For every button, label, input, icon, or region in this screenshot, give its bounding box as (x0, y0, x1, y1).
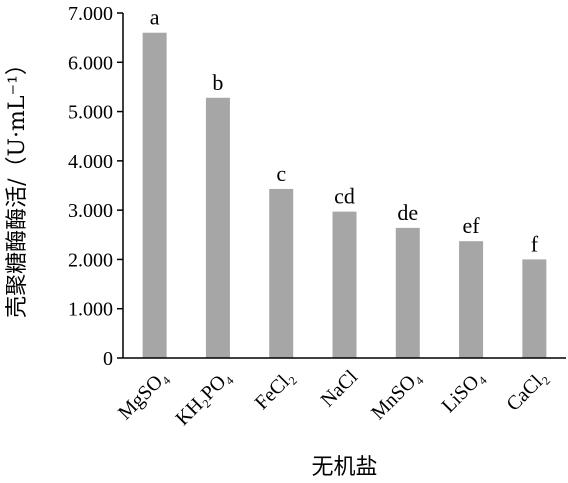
significance-label: f (531, 231, 539, 256)
bar (395, 227, 420, 358)
category-label: NaCl (317, 366, 363, 412)
significance-label: c (276, 161, 286, 186)
bar (205, 97, 230, 359)
y-tick-label: 7.000 (68, 3, 113, 25)
significance-label: ef (463, 213, 481, 238)
y-tick-label: 2.000 (68, 249, 113, 271)
y-axis-title: 壳聚糖酶酶活/（U·mL⁻¹） (5, 53, 30, 318)
y-tick-label: 4.000 (68, 151, 113, 173)
significance-labels: a b c cd de ef f (150, 5, 539, 257)
y-tick-label: 3.000 (68, 200, 113, 222)
y-tick-label: 1.000 (68, 299, 113, 321)
category-label: MgSO₄ (114, 366, 172, 424)
category-label: FeCl₂ (251, 366, 299, 414)
category-label: LiSO₄ (437, 366, 488, 417)
significance-label: cd (334, 184, 355, 209)
y-axis-ticks: 0 1.000 2.000 3.000 4.000 5.000 6.000 7.000 (68, 3, 123, 370)
bars-group (142, 32, 547, 359)
x-axis-title: 无机盐 (311, 455, 377, 480)
significance-label: a (150, 5, 160, 30)
category-label: MnSO₄ (367, 366, 425, 424)
bar (332, 211, 357, 358)
bar (459, 241, 484, 358)
y-tick-label: 6.000 (68, 52, 113, 74)
bar (142, 32, 167, 358)
significance-label: de (397, 200, 418, 225)
y-tick-label: 0 (103, 348, 113, 370)
y-tick-label: 5.000 (68, 102, 113, 124)
bar (269, 188, 294, 358)
category-label: CaCl₂ (502, 366, 552, 416)
category-label: KH₂PO₄ (172, 366, 236, 430)
category-labels: MgSO₄ KH₂PO₄ FeCl₂ NaCl MnSO₄ LiSO₄ CaCl₂ (114, 366, 552, 430)
significance-label: b (212, 70, 223, 95)
bar (522, 259, 547, 358)
